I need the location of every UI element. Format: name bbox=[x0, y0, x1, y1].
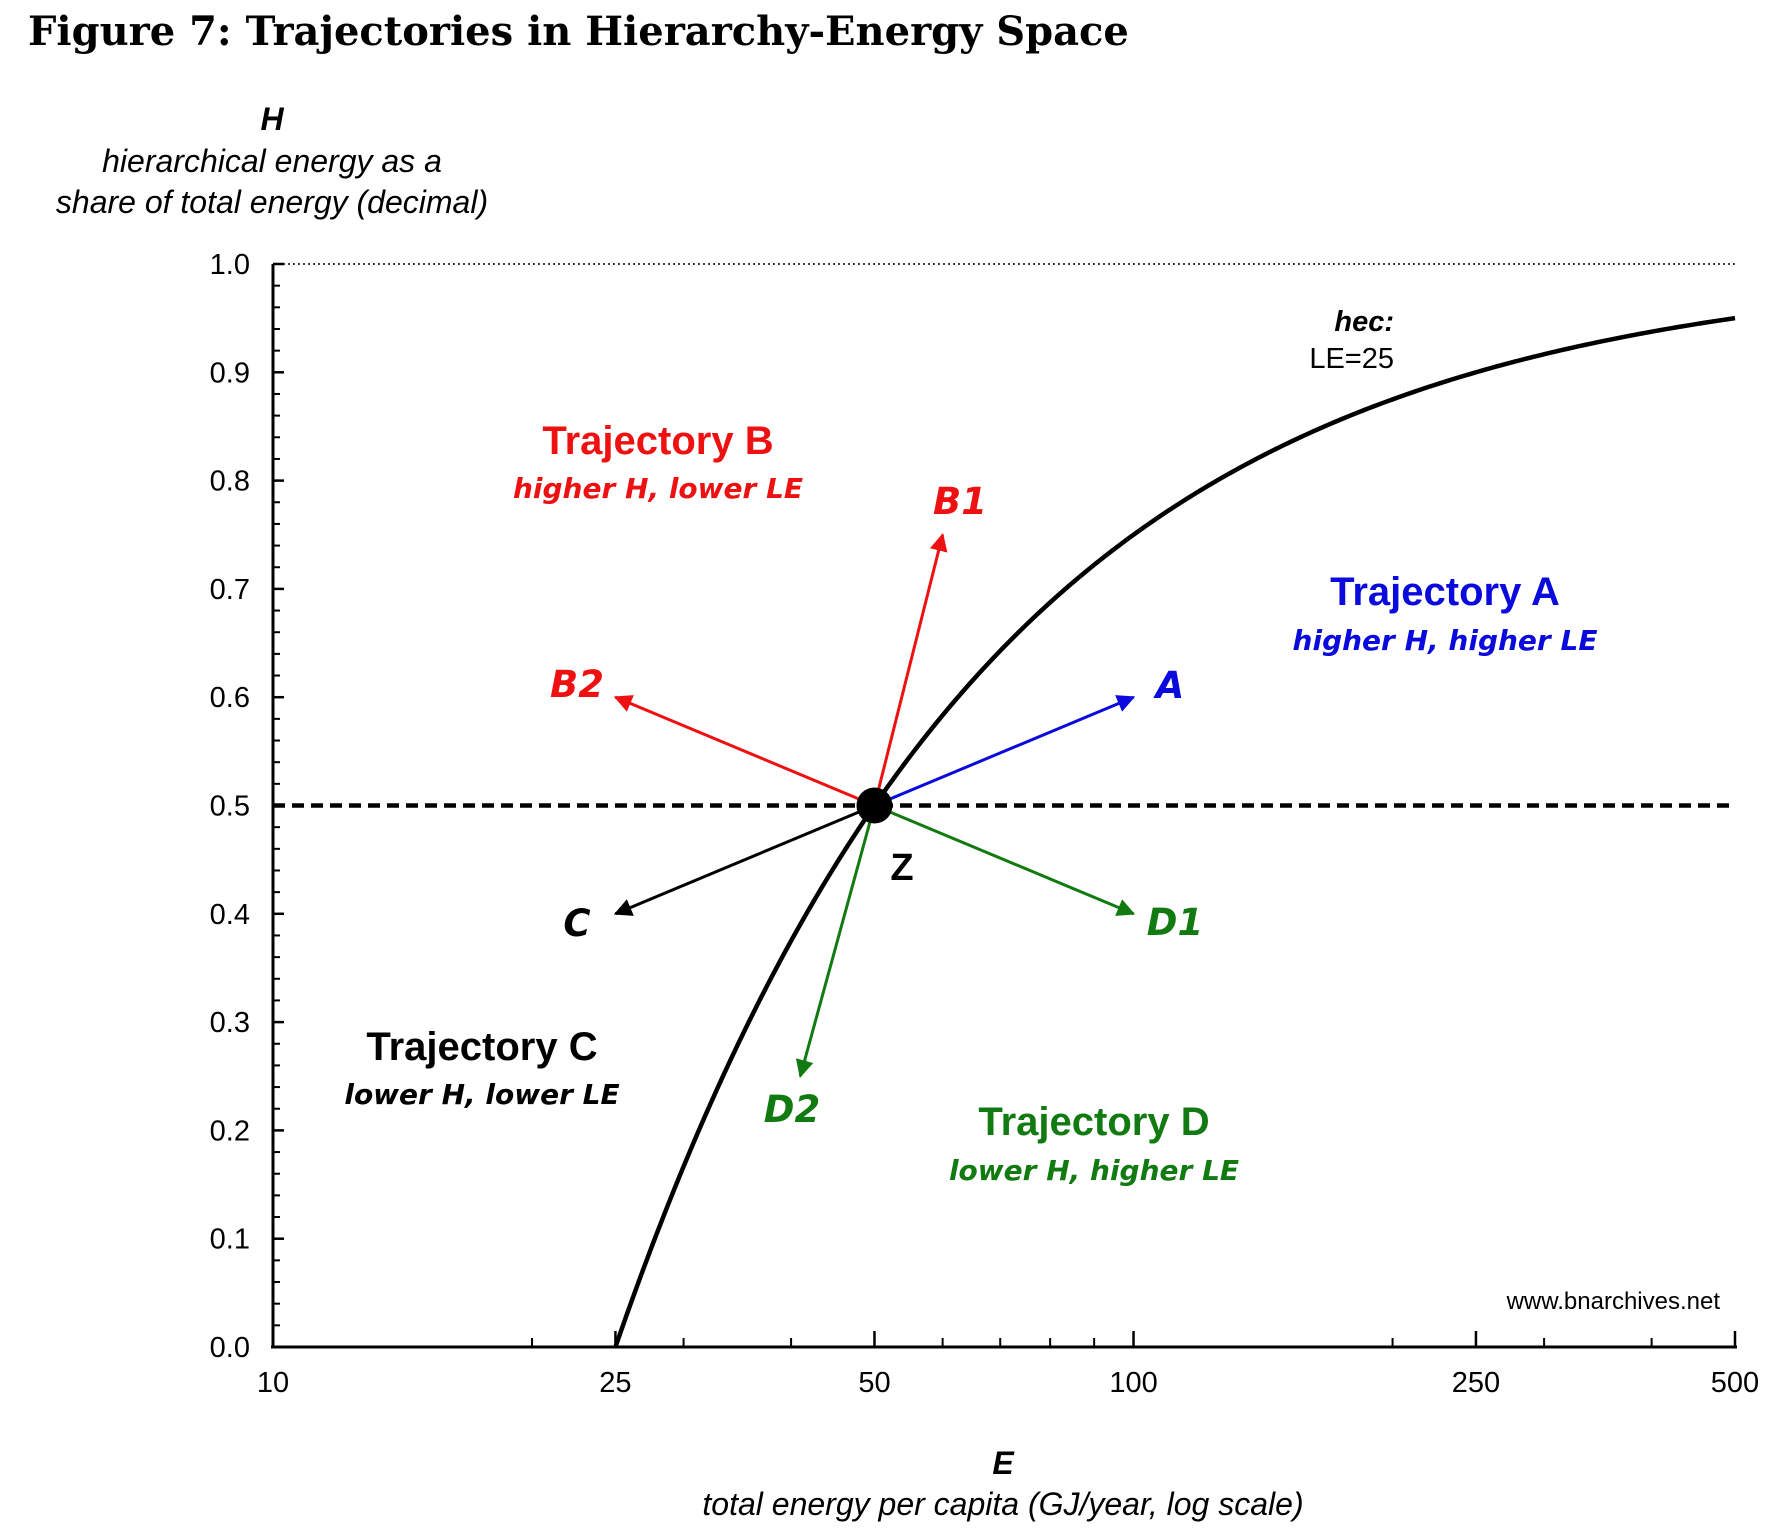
y-tick-label: 0.2 bbox=[210, 1115, 250, 1147]
y-tick-label: 0.1 bbox=[210, 1224, 250, 1256]
x-tick-label: 10 bbox=[257, 1367, 289, 1399]
y-tick-label: 0.0 bbox=[210, 1332, 250, 1364]
point-z-label: Z bbox=[890, 847, 913, 889]
trajectory-c-title: Trajectory C bbox=[366, 1025, 597, 1069]
x-tick-label: 100 bbox=[1109, 1367, 1157, 1399]
arrow-d2 bbox=[795, 805, 876, 1078]
y-tick-label: 0.9 bbox=[210, 357, 250, 389]
x-ticks: 10 25 50 100 250 500 bbox=[257, 1331, 1759, 1399]
trajectory-b-subtitle: higher H, lower LE bbox=[513, 472, 803, 505]
figure-title: Figure 7: Trajectories in Hierarchy-Ener… bbox=[28, 8, 1129, 55]
x-axis-label: total energy per capita (GJ/year, log sc… bbox=[702, 1486, 1303, 1522]
arrow-b2-label: B2 bbox=[550, 663, 604, 706]
arrow-b1 bbox=[873, 533, 948, 806]
arrow-c-label: C bbox=[563, 902, 590, 945]
y-tick-label: 0.7 bbox=[210, 574, 250, 606]
x-minor-ticks bbox=[531, 1338, 1653, 1347]
x-axis-symbol: E bbox=[992, 1445, 1015, 1481]
hec-curve-value: LE=25 bbox=[1309, 343, 1394, 375]
x-tick-label: 250 bbox=[1452, 1367, 1500, 1399]
y-tick-label: 0.8 bbox=[210, 466, 250, 498]
arrow-a bbox=[873, 695, 1136, 807]
arrow-a-label: A bbox=[1153, 664, 1185, 707]
x-tick-label: 50 bbox=[858, 1367, 890, 1399]
trajectory-d-subtitle: lower H, higher LE bbox=[949, 1154, 1239, 1187]
hec-curve-name: hec: bbox=[1334, 306, 1394, 338]
trajectory-a-title: Trajectory A bbox=[1330, 570, 1560, 614]
y-axis-label-line1: hierarchical energy as a bbox=[102, 143, 442, 179]
source-note: www.bnarchives.net bbox=[1506, 1288, 1721, 1315]
y-axis-symbol: H bbox=[260, 101, 284, 137]
y-tick-label: 0.4 bbox=[210, 899, 250, 931]
arrow-c bbox=[613, 804, 876, 916]
hec-curve bbox=[613, 315, 1736, 1348]
arrow-d2-label: D2 bbox=[764, 1088, 820, 1131]
trajectory-a-subtitle: higher H, higher LE bbox=[1293, 624, 1598, 657]
trajectory-d-title: Trajectory D bbox=[978, 1100, 1209, 1144]
arrow-d1-label: D1 bbox=[1147, 901, 1203, 944]
y-ticks: 0.0 0.1 0.2 0.3 0.4 0.5 0.6 0.7 0.8 0.9 1.0 bbox=[210, 249, 284, 1364]
arrow-b1-label: B1 bbox=[933, 480, 987, 523]
trajectory-c-subtitle: lower H, lower LE bbox=[344, 1078, 619, 1111]
point-z bbox=[856, 787, 893, 824]
arrow-b2 bbox=[613, 695, 876, 807]
trajectory-b-title: Trajectory B bbox=[542, 419, 773, 463]
x-tick-label: 25 bbox=[599, 1367, 631, 1399]
x-tick-label: 500 bbox=[1711, 1367, 1759, 1399]
y-minor-ticks bbox=[273, 284, 280, 1327]
arrow-d1 bbox=[873, 804, 1136, 916]
y-tick-label: 1.0 bbox=[210, 249, 250, 281]
y-tick-label: 0.6 bbox=[210, 682, 250, 714]
y-tick-label: 0.5 bbox=[210, 791, 250, 823]
y-axis-label-line2: share of total energy (decimal) bbox=[56, 184, 488, 220]
y-tick-label: 0.3 bbox=[210, 1007, 250, 1039]
